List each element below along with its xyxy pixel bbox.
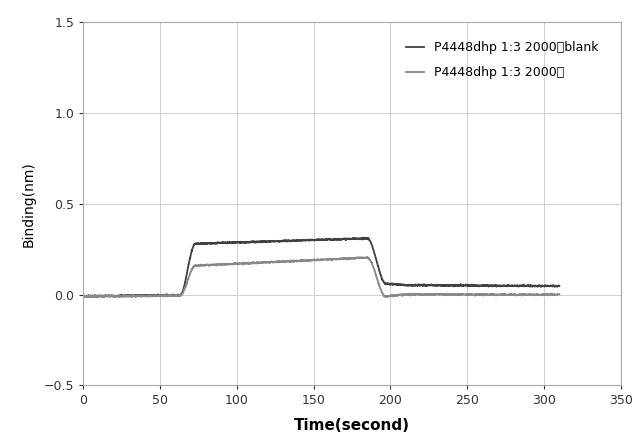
P4448dhp 1:3 2000倍blank: [455, 283, 463, 288]
P4448dhp 1:3 2000倍: [93, 295, 101, 300]
P4448dhp 1:3 2000倍blank: [556, 284, 563, 289]
P4448dhp 1:3 2000倍: [79, 294, 87, 299]
P4448dhp 1:3 2000倍: [311, 257, 319, 263]
P4448dhp 1:3 2000倍blank: [542, 284, 550, 289]
P4448dhp 1:3 2000倍blank: [104, 294, 111, 299]
Line: P4448dhp 1:3 2000倍: P4448dhp 1:3 2000倍: [83, 257, 559, 297]
P4448dhp 1:3 2000倍blank: [542, 283, 550, 289]
P4448dhp 1:3 2000倍blank: [86, 294, 93, 300]
P4448dhp 1:3 2000倍blank: [311, 238, 319, 243]
P4448dhp 1:3 2000倍: [363, 254, 371, 260]
P4448dhp 1:3 2000倍: [556, 292, 563, 297]
P4448dhp 1:3 2000倍blank: [298, 237, 306, 243]
P4448dhp 1:3 2000倍: [104, 293, 111, 299]
P4448dhp 1:3 2000倍blank: [79, 293, 87, 298]
Legend: P4448dhp 1:3 2000倍blank, P4448dhp 1:3 2000倍: P4448dhp 1:3 2000倍blank, P4448dhp 1:3 20…: [401, 36, 604, 84]
P4448dhp 1:3 2000倍: [298, 258, 306, 263]
P4448dhp 1:3 2000倍: [455, 291, 463, 297]
Y-axis label: Binding(nm): Binding(nm): [21, 161, 35, 247]
P4448dhp 1:3 2000倍: [542, 292, 550, 297]
X-axis label: Time(second): Time(second): [294, 418, 410, 433]
Line: P4448dhp 1:3 2000倍blank: P4448dhp 1:3 2000倍blank: [83, 237, 559, 297]
P4448dhp 1:3 2000倍blank: [361, 235, 369, 240]
P4448dhp 1:3 2000倍: [542, 292, 550, 297]
